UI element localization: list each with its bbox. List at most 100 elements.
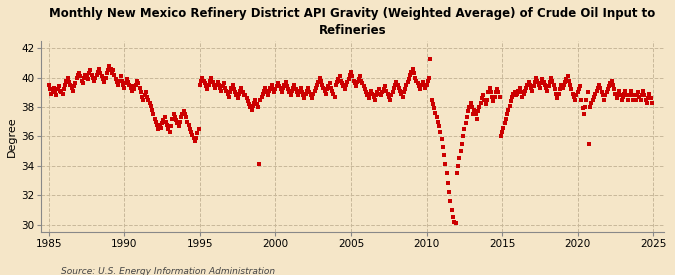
Point bbox=[383, 95, 394, 99]
Point bbox=[122, 77, 132, 81]
Point bbox=[619, 92, 630, 96]
Point bbox=[584, 142, 595, 146]
Point bbox=[539, 83, 550, 87]
Point bbox=[478, 93, 489, 97]
Point bbox=[52, 87, 63, 92]
Point bbox=[517, 95, 528, 99]
Point bbox=[312, 83, 323, 87]
Point bbox=[600, 93, 611, 97]
Point bbox=[581, 97, 592, 102]
Point bbox=[246, 108, 257, 112]
Point bbox=[439, 153, 450, 158]
Point bbox=[332, 80, 343, 84]
Point bbox=[108, 68, 119, 73]
Point bbox=[572, 90, 583, 95]
Point bbox=[510, 93, 521, 97]
Point bbox=[440, 162, 451, 166]
Point bbox=[113, 83, 124, 87]
Point bbox=[609, 87, 620, 92]
Point bbox=[111, 80, 122, 84]
Point bbox=[410, 75, 421, 80]
Point bbox=[612, 96, 622, 100]
Point bbox=[369, 95, 379, 99]
Point bbox=[531, 75, 541, 80]
Point bbox=[236, 86, 247, 90]
Point bbox=[163, 127, 174, 131]
Point bbox=[356, 78, 367, 83]
Point bbox=[578, 112, 589, 117]
Point bbox=[94, 67, 105, 71]
Point bbox=[252, 105, 263, 109]
Point bbox=[115, 74, 126, 78]
Point bbox=[155, 125, 166, 130]
Point bbox=[66, 86, 77, 90]
Point bbox=[325, 86, 336, 90]
Point bbox=[567, 92, 578, 96]
Y-axis label: Degree: Degree bbox=[7, 116, 17, 157]
Point bbox=[628, 97, 639, 102]
Point bbox=[487, 95, 497, 99]
Point bbox=[248, 103, 259, 108]
Point bbox=[545, 80, 556, 84]
Point bbox=[402, 80, 413, 84]
Point bbox=[360, 90, 371, 95]
Point bbox=[557, 86, 568, 90]
Point bbox=[107, 71, 117, 75]
Point bbox=[417, 80, 428, 84]
Point bbox=[614, 89, 624, 93]
Point bbox=[148, 112, 159, 117]
Point bbox=[200, 81, 211, 86]
Point bbox=[469, 108, 480, 112]
Point bbox=[45, 87, 55, 92]
Point bbox=[63, 80, 74, 84]
Point bbox=[358, 84, 369, 89]
Point bbox=[130, 83, 141, 87]
Point bbox=[231, 93, 242, 97]
Point bbox=[101, 71, 112, 75]
Point bbox=[183, 122, 194, 127]
Point bbox=[639, 93, 650, 97]
Point bbox=[542, 89, 553, 93]
Point bbox=[329, 95, 340, 99]
Point bbox=[405, 73, 416, 77]
Point bbox=[263, 93, 273, 97]
Point bbox=[392, 83, 403, 87]
Point bbox=[586, 100, 597, 105]
Point bbox=[346, 70, 356, 74]
Point bbox=[494, 95, 505, 99]
Point bbox=[308, 92, 319, 96]
Point bbox=[506, 99, 516, 103]
Point bbox=[416, 83, 427, 87]
Point bbox=[382, 92, 393, 96]
Point bbox=[529, 80, 540, 84]
Point bbox=[638, 89, 649, 93]
Point bbox=[62, 75, 73, 80]
Point bbox=[229, 87, 240, 92]
Point bbox=[117, 83, 128, 87]
Point bbox=[411, 78, 422, 83]
Point bbox=[459, 127, 470, 131]
Point bbox=[616, 97, 627, 102]
Point bbox=[593, 86, 603, 90]
Point bbox=[192, 131, 202, 136]
Point bbox=[568, 95, 579, 99]
Point bbox=[352, 80, 362, 84]
Point bbox=[354, 74, 365, 78]
Point bbox=[157, 121, 167, 125]
Point bbox=[597, 93, 608, 97]
Point bbox=[280, 80, 291, 84]
Point bbox=[276, 90, 287, 95]
Point bbox=[626, 93, 637, 97]
Point bbox=[132, 78, 142, 83]
Point bbox=[91, 73, 102, 77]
Point bbox=[313, 80, 324, 84]
Point bbox=[138, 97, 148, 102]
Point bbox=[503, 108, 514, 112]
Point bbox=[202, 87, 213, 92]
Point bbox=[220, 86, 231, 90]
Point bbox=[286, 93, 296, 97]
Point bbox=[321, 92, 331, 96]
Point bbox=[603, 84, 614, 89]
Point bbox=[182, 119, 193, 124]
Point bbox=[449, 219, 460, 224]
